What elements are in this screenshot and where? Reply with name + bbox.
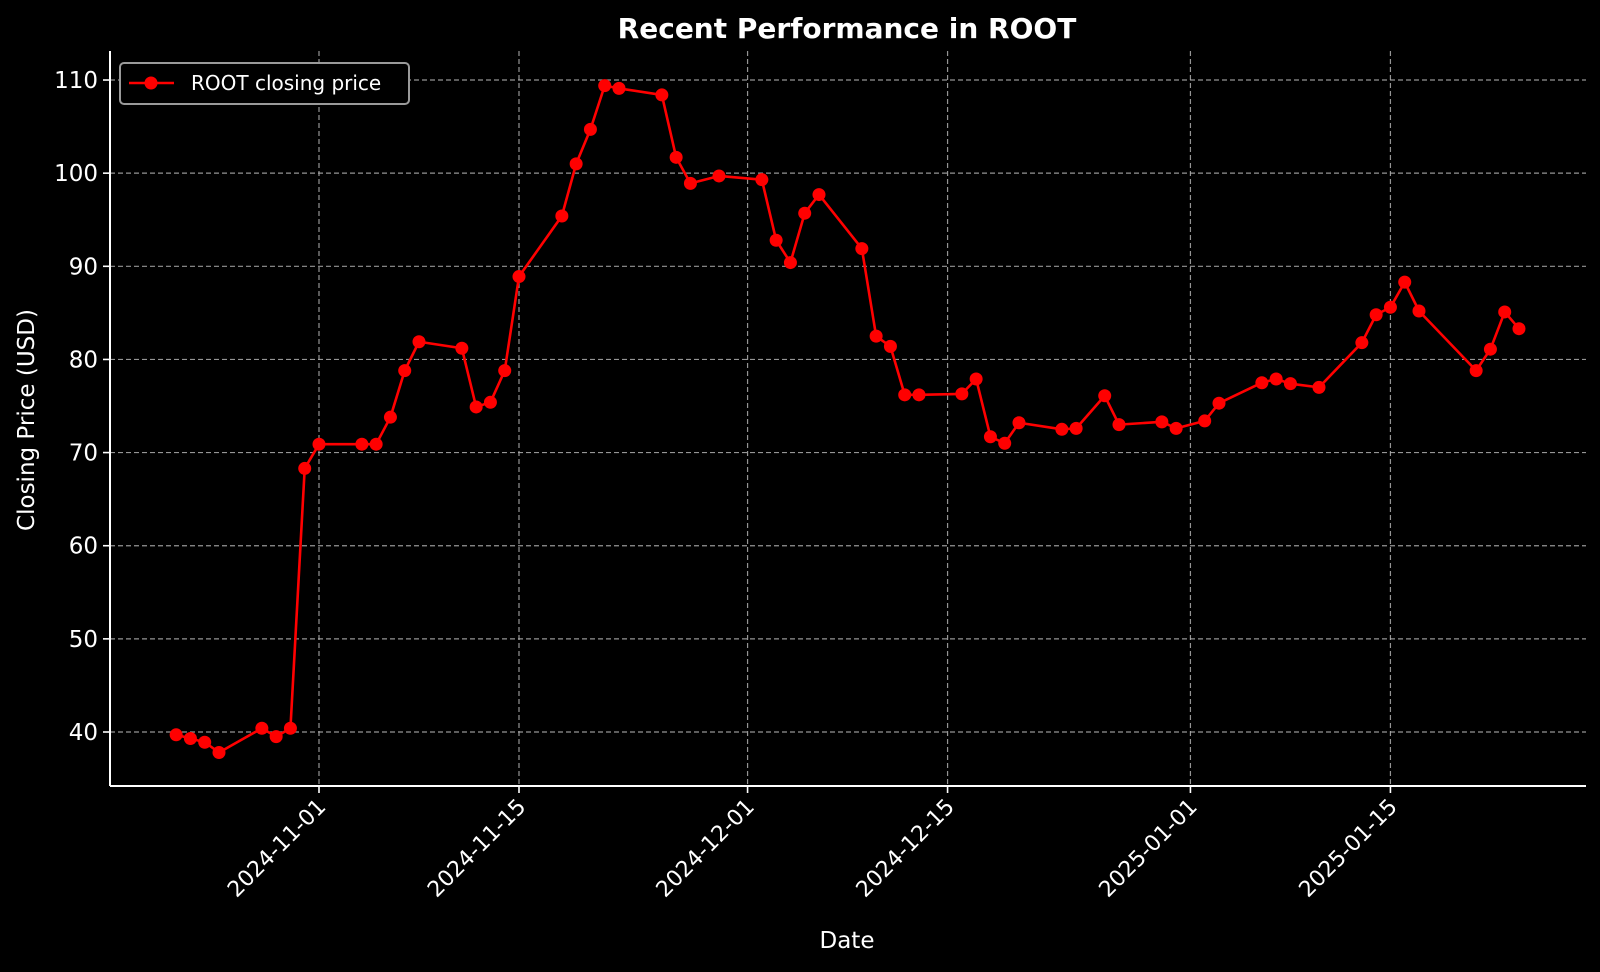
x-tick-label: 2025-01-15 (1295, 795, 1403, 903)
data-point-marker (412, 335, 426, 349)
data-point-marker (312, 437, 326, 451)
data-point-marker (712, 169, 726, 183)
data-point-marker (1412, 304, 1426, 318)
data-point-marker (383, 410, 397, 424)
data-point-marker (1469, 364, 1483, 378)
data-point-marker (1383, 300, 1397, 314)
x-axis-label: Date (820, 928, 875, 954)
y-tick-label: 40 (69, 720, 98, 746)
data-point-marker (1369, 308, 1383, 322)
y-tick-label: 100 (54, 161, 98, 187)
data-point-marker (912, 388, 926, 402)
data-point-marker (1498, 305, 1512, 319)
data-point-marker (369, 437, 383, 451)
data-point-marker (583, 122, 597, 136)
x-tick-label: 2025-01-01 (1095, 795, 1203, 903)
data-point-marker (1312, 380, 1326, 394)
x-axis-ticks: 2024-11-01 2024-11-15 2024-12-01 2024-12-15… (223, 786, 1403, 903)
legend-marker-icon (144, 76, 158, 90)
data-point-marker (755, 173, 769, 187)
data-point-marker (1198, 414, 1212, 428)
y-tick-label: 110 (54, 68, 98, 94)
data-point-marker (955, 387, 969, 401)
data-point-marker (1212, 396, 1226, 410)
x-tick-label: 2024-12-15 (852, 795, 960, 903)
data-point-marker (512, 270, 526, 284)
data-point-marker (998, 436, 1012, 450)
data-point-marker (669, 150, 683, 164)
data-point-marker (798, 206, 812, 220)
data-point-marker (1483, 342, 1497, 356)
y-tick-label: 80 (69, 347, 98, 373)
data-point-marker (212, 745, 226, 759)
data-series (169, 79, 1526, 759)
y-tick-label: 70 (69, 441, 98, 467)
data-point-marker (1112, 418, 1126, 432)
data-point-marker (398, 364, 412, 378)
data-point-marker (1512, 322, 1526, 336)
data-point-marker (812, 188, 826, 202)
data-point-marker (983, 430, 997, 444)
data-point-marker (1255, 376, 1269, 390)
data-point-marker (555, 209, 569, 223)
y-tick-label: 60 (69, 534, 98, 560)
data-point-marker (1098, 389, 1112, 403)
data-point-marker (1355, 336, 1369, 350)
data-point-marker (855, 242, 869, 256)
data-point-marker (1283, 377, 1297, 391)
data-point-marker (169, 728, 183, 742)
data-point-marker (283, 721, 297, 735)
data-point-marker (469, 400, 483, 414)
price-line (175, 84, 1520, 754)
data-point-marker (183, 732, 197, 746)
data-point-marker (1069, 421, 1083, 435)
data-point-marker (1398, 275, 1412, 289)
y-tick-label: 90 (69, 254, 98, 280)
data-point-marker (598, 79, 612, 93)
grid-lines (110, 51, 1586, 786)
data-point-marker (1012, 416, 1026, 430)
data-point-marker (1169, 421, 1183, 435)
data-point-marker (255, 721, 269, 735)
data-point-marker (198, 735, 212, 749)
axes-spines (109, 51, 1586, 787)
data-point-marker (455, 341, 469, 355)
data-point-marker (883, 339, 897, 353)
data-point-marker (783, 256, 797, 270)
data-point-marker (769, 233, 783, 247)
y-axis-ticks: 40 50 60 70 80 90 100 110 (54, 68, 110, 746)
data-point-marker (869, 329, 883, 343)
y-tick-label: 50 (69, 627, 98, 653)
data-point-marker (355, 437, 369, 451)
legend-box (119, 62, 410, 105)
data-point-marker (569, 157, 583, 171)
chart-title: Recent Performance in ROOT (618, 12, 1077, 45)
data-point-marker (683, 176, 697, 190)
data-point-marker (298, 461, 312, 475)
data-point-marker (1269, 372, 1283, 386)
data-point-marker (612, 81, 626, 95)
x-tick-label: 2024-12-01 (652, 795, 760, 903)
y-axis-label: Closing Price (USD) (14, 309, 40, 531)
data-point-marker (483, 395, 497, 409)
data-point-marker (655, 88, 669, 102)
data-point-marker (1155, 415, 1169, 429)
legend-label: ROOT closing price (191, 71, 381, 95)
legend: ROOT closing price (119, 62, 410, 105)
x-tick-label: 2024-11-15 (423, 795, 531, 903)
data-point-marker (498, 364, 512, 378)
data-point-marker (969, 372, 983, 386)
data-point-marker (1055, 422, 1069, 436)
data-point-marker (269, 730, 283, 744)
x-tick-label: 2024-11-01 (223, 795, 331, 903)
data-point-marker (898, 388, 912, 402)
